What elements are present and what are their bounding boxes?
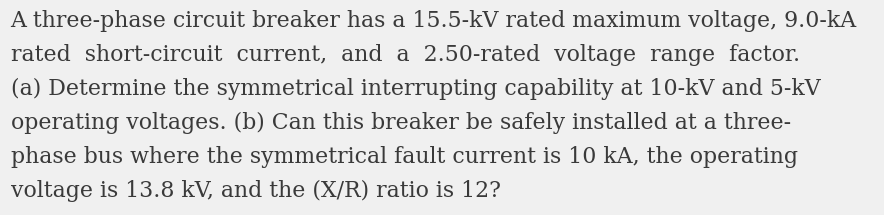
Text: voltage is 13.8 kV, and the (X/R) ratio is 12?: voltage is 13.8 kV, and the (X/R) ratio …	[11, 180, 500, 202]
Text: rated  short-circuit  current,  and  a  2.50-rated  voltage  range  factor.: rated short-circuit current, and a 2.50-…	[11, 44, 800, 66]
Text: operating voltages. (b) Can this breaker be safely installed at a three-: operating voltages. (b) Can this breaker…	[11, 112, 790, 134]
Text: (a) Determine the symmetrical interrupting capability at 10-kV and 5-kV: (a) Determine the symmetrical interrupti…	[11, 78, 820, 100]
Text: phase bus where the symmetrical fault current is 10 kA, the operating: phase bus where the symmetrical fault cu…	[11, 146, 797, 167]
Text: A three-phase circuit breaker has a 15.5-kV rated maximum voltage, 9.0-kA: A three-phase circuit breaker has a 15.5…	[11, 10, 857, 32]
